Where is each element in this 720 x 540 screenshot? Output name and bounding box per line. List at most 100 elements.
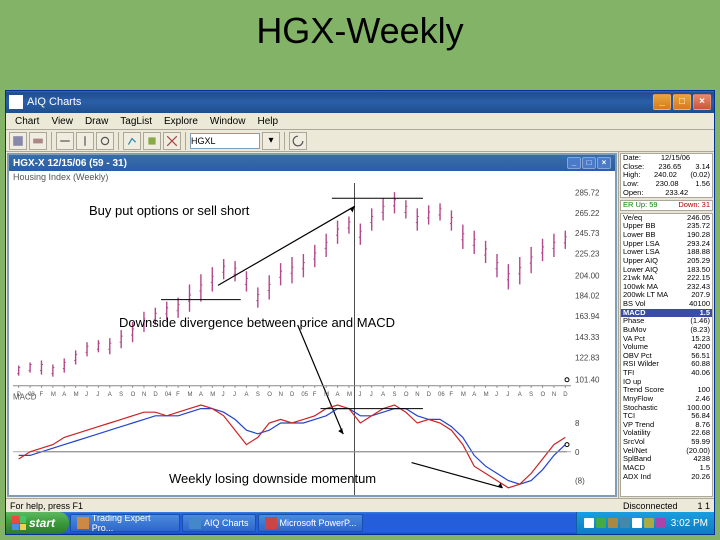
tray-icon[interactable] xyxy=(656,518,666,528)
svg-text:O: O xyxy=(267,392,272,398)
svg-text:J: J xyxy=(222,392,225,398)
annotation-buy-put: Buy put options or sell short xyxy=(89,203,249,218)
svg-text:F: F xyxy=(39,392,43,398)
chart-titlebar[interactable]: HGX-X 12/15/06 (59 - 31) _ □ × xyxy=(9,155,615,171)
svg-text:A: A xyxy=(381,392,385,398)
toolbtn-4[interactable] xyxy=(76,132,94,150)
app-window: AIQ Charts _ □ × Chart View Draw TagList… xyxy=(5,90,715,535)
tray-icon[interactable] xyxy=(620,518,630,528)
svg-text:04: 04 xyxy=(165,392,172,398)
ticker-dropdown-icon[interactable]: ▾ xyxy=(262,132,280,150)
svg-text:M: M xyxy=(188,392,193,398)
svg-text:225.23: 225.23 xyxy=(575,250,600,259)
app-title: AIQ Charts xyxy=(27,96,81,108)
indicator-box[interactable]: Ve/eq246.05Upper BB235.72Lower BB190.28U… xyxy=(620,213,713,497)
task-item-powerpoint[interactable]: Microsoft PowerP... xyxy=(258,514,364,532)
svg-text:M: M xyxy=(324,392,329,398)
svg-text:N: N xyxy=(552,392,556,398)
close-button[interactable]: × xyxy=(693,94,711,110)
svg-text:S: S xyxy=(392,392,396,398)
start-button[interactable]: start xyxy=(6,512,69,534)
system-tray[interactable]: 3:02 PM xyxy=(576,512,714,534)
tray-icon[interactable] xyxy=(584,518,594,528)
minimize-button[interactable]: _ xyxy=(653,94,671,110)
svg-text:J: J xyxy=(233,392,236,398)
menu-taglist[interactable]: TagList xyxy=(114,115,158,128)
menu-view[interactable]: View xyxy=(45,115,79,128)
svg-text:M: M xyxy=(461,392,466,398)
tray-icon[interactable] xyxy=(596,518,606,528)
svg-text:M: M xyxy=(51,392,56,398)
svg-text:S: S xyxy=(119,392,123,398)
toolbtn-2[interactable] xyxy=(29,132,47,150)
svg-text:F: F xyxy=(176,392,180,398)
tray-icon[interactable] xyxy=(608,518,618,528)
svg-text:D: D xyxy=(563,392,568,398)
toolbtn-3[interactable] xyxy=(56,132,74,150)
toolbtn-5[interactable] xyxy=(96,132,114,150)
side-panel: Date:12/15/06Close:236.653.14High:240.02… xyxy=(618,152,714,498)
status-left: For help, press F1 xyxy=(10,501,83,511)
menu-explore[interactable]: Explore xyxy=(158,115,204,128)
svg-text:184.02: 184.02 xyxy=(575,292,600,301)
ticker-input[interactable] xyxy=(190,133,260,149)
toolbtn-refresh[interactable] xyxy=(289,132,307,150)
svg-text:0: 0 xyxy=(575,448,580,457)
chart-subwindow: HGX-X 12/15/06 (59 - 31) _ □ × Housing I… xyxy=(7,153,617,497)
menu-draw[interactable]: Draw xyxy=(79,115,114,128)
svg-text:05: 05 xyxy=(301,392,308,398)
info-box: Date:12/15/06Close:236.653.14High:240.02… xyxy=(620,153,713,198)
chart-subtitle: Housing Index (Weekly) xyxy=(9,171,615,183)
svg-text:06: 06 xyxy=(438,392,445,398)
svg-text:A: A xyxy=(108,392,112,398)
toolbtn-7[interactable] xyxy=(143,132,161,150)
svg-text:O: O xyxy=(131,392,136,398)
er-box: ER Up: 59Down: 31 xyxy=(620,200,713,211)
chart-maximize-button[interactable]: □ xyxy=(582,157,596,169)
svg-text:(8): (8) xyxy=(575,477,585,486)
toolbtn-1[interactable] xyxy=(9,132,27,150)
svg-text:S: S xyxy=(529,392,533,398)
svg-text:143.33: 143.33 xyxy=(575,333,600,342)
status-right: Disconnected xyxy=(623,501,678,511)
svg-text:J: J xyxy=(495,392,498,398)
svg-text:A: A xyxy=(199,392,203,398)
taskbar: start Trading Expert Pro... AIQ Charts M… xyxy=(6,512,714,534)
svg-text:D: D xyxy=(427,392,432,398)
svg-text:J: J xyxy=(358,392,361,398)
svg-text:163.94: 163.94 xyxy=(575,312,600,321)
task-item-trading[interactable]: Trading Expert Pro... xyxy=(70,514,180,532)
chart-minimize-button[interactable]: _ xyxy=(567,157,581,169)
app-titlebar[interactable]: AIQ Charts _ □ × xyxy=(6,91,714,113)
svg-text:O: O xyxy=(404,392,409,398)
status-page: 1 1 xyxy=(697,501,710,511)
chart-close-button[interactable]: × xyxy=(597,157,611,169)
tray-icon[interactable] xyxy=(644,518,654,528)
chart-canvas[interactable]: 285.72265.22245.73225.23204.00184.02163.… xyxy=(9,183,615,495)
svg-text:S: S xyxy=(256,392,260,398)
task-item-aiq[interactable]: AIQ Charts xyxy=(182,514,256,532)
chart-svg: 285.72265.22245.73225.23204.00184.02163.… xyxy=(9,183,615,495)
statusbar: For help, press F1 Disconnected 1 1 xyxy=(6,498,714,512)
svg-text:J: J xyxy=(85,392,88,398)
menu-chart[interactable]: Chart xyxy=(9,115,45,128)
annotation-momentum: Weekly losing downside momentum xyxy=(169,471,376,486)
svg-text:M: M xyxy=(74,392,79,398)
svg-text:MACD: MACD xyxy=(13,392,37,401)
toolbtn-8[interactable] xyxy=(163,132,181,150)
maximize-button[interactable]: □ xyxy=(673,94,691,110)
svg-text:M: M xyxy=(347,392,352,398)
svg-text:J: J xyxy=(506,392,509,398)
toolbtn-6[interactable] xyxy=(123,132,141,150)
svg-text:J: J xyxy=(370,392,373,398)
svg-text:N: N xyxy=(415,392,419,398)
clock[interactable]: 3:02 PM xyxy=(671,518,708,529)
annotation-divergence: Downside divergence between price and MA… xyxy=(119,315,395,330)
menu-help[interactable]: Help xyxy=(251,115,284,128)
svg-text:8: 8 xyxy=(575,419,580,428)
menu-window[interactable]: Window xyxy=(204,115,252,128)
svg-text:A: A xyxy=(244,392,248,398)
toolbar: ▾ xyxy=(6,130,714,152)
tray-icon[interactable] xyxy=(632,518,642,528)
svg-text:101.40: 101.40 xyxy=(575,375,600,384)
